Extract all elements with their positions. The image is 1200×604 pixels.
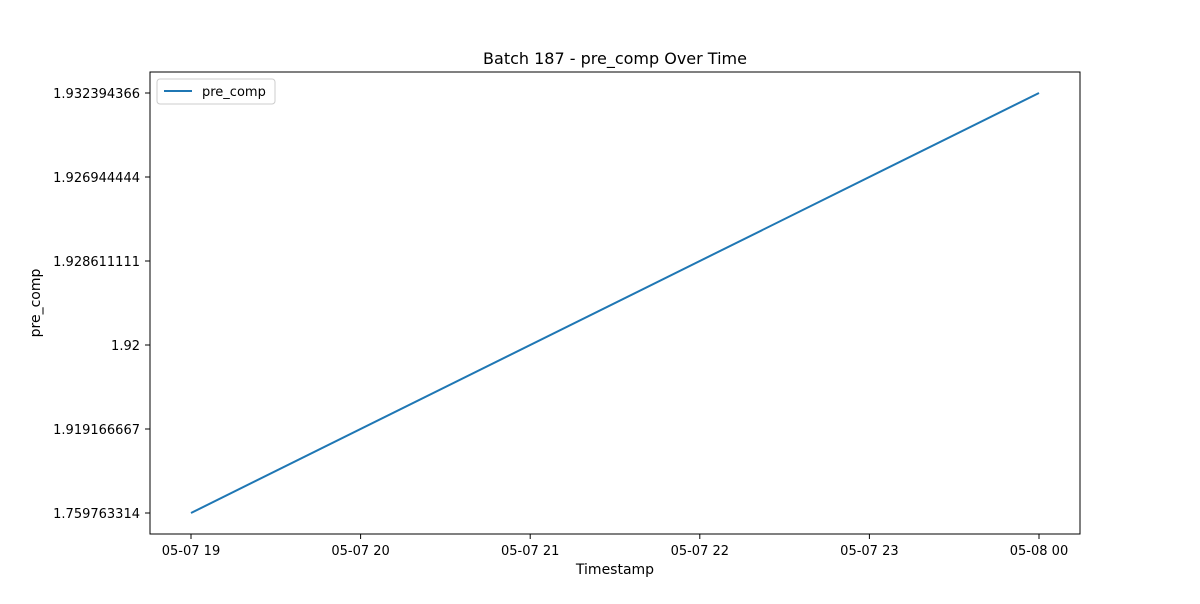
- plot-area: [149, 71, 1081, 535]
- chart-title: Batch 187 - pre_comp Over Time: [483, 49, 747, 69]
- x-tick-label: 05-07 19: [162, 544, 220, 559]
- x-axis: 05-07 19 05-07 20 05-07 21 05-07 22 05-07 23…: [162, 534, 1068, 559]
- legend: pre_comp: [156, 78, 276, 105]
- series-layer: [190, 92, 1040, 514]
- series-line-pre_comp: [190, 92, 1040, 514]
- y-axis: 1.759763314 1.919166667 1.92 1.928611111 1.9…: [53, 87, 150, 522]
- y-tick-label: 1.926944444: [53, 171, 140, 186]
- x-tick-label: 05-07 22: [671, 544, 729, 559]
- y-tick-label: 1.928611111: [53, 255, 140, 270]
- x-tick-label: 05-08 00: [1010, 544, 1068, 559]
- x-tick-label: 05-07 21: [501, 544, 559, 559]
- x-tick-label: 05-07 20: [331, 544, 389, 559]
- y-tick-label: 1.92: [111, 339, 140, 354]
- y-axis-label: pre_comp: [28, 269, 44, 338]
- legend-box: [156, 78, 276, 105]
- y-tick-label: 1.759763314: [53, 507, 140, 522]
- y-tick-label: 1.932394366: [53, 87, 140, 102]
- x-tick-label: 05-07 23: [840, 544, 898, 559]
- x-axis-label: Timestamp: [575, 562, 654, 578]
- legend-entry-label: pre_comp: [202, 85, 266, 100]
- y-tick-label: 1.919166667: [53, 423, 140, 438]
